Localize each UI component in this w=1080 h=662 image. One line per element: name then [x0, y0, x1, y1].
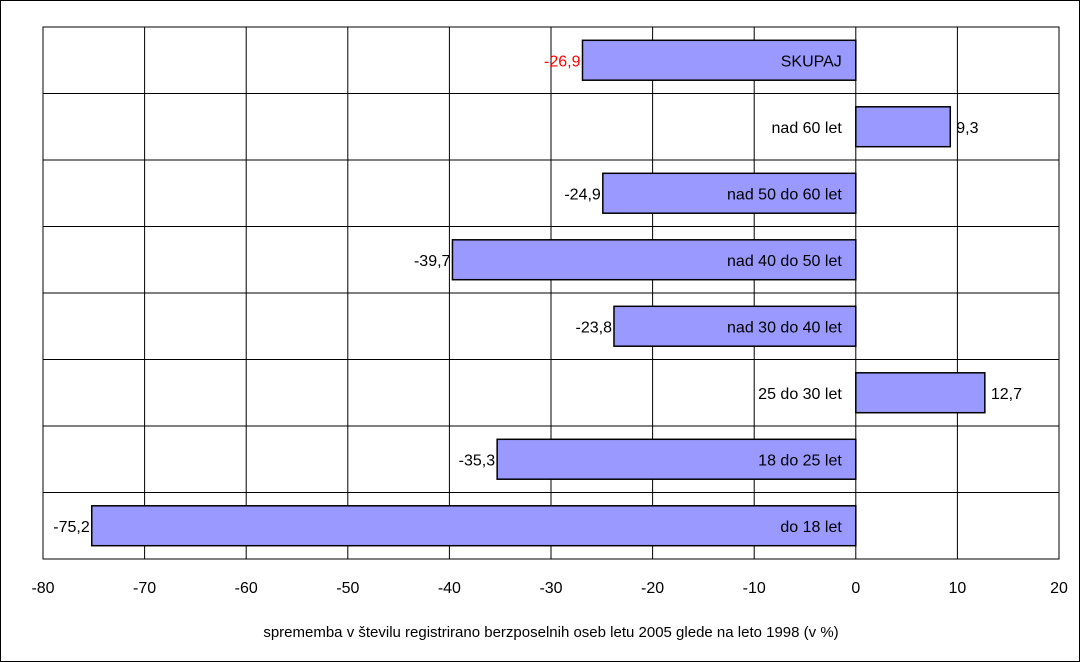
value-label: -35,3 — [459, 452, 496, 469]
x-tick-label: -20 — [641, 580, 664, 597]
x-tick-label: -50 — [336, 580, 359, 597]
category-label: SKUPAJ — [781, 53, 842, 70]
value-label: -23,8 — [576, 319, 613, 336]
x-tick-label: 10 — [949, 580, 967, 597]
x-tick-label: -60 — [235, 580, 258, 597]
category-label: 18 do 25 let — [758, 452, 842, 469]
x-tick-label: 20 — [1050, 580, 1068, 597]
category-label: nad 40 do 50 let — [727, 253, 842, 270]
category-label: nad 30 do 40 let — [727, 319, 842, 336]
plot-area: SKUPAJ nad 60 let nad 50 do 60 let nad 40 d… — [42, 26, 1060, 560]
bar — [581, 39, 857, 81]
value-label: -39,7 — [414, 253, 451, 270]
bar — [613, 305, 857, 347]
x-tick-label: -30 — [539, 580, 562, 597]
category-label: nad 50 do 60 let — [727, 186, 842, 203]
x-tick-label: -40 — [438, 580, 461, 597]
category-labels: SKUPAJ nad 60 let nad 50 do 60 let nad 40 d… — [727, 53, 842, 536]
bar — [451, 239, 857, 281]
category-label: 25 do 30 let — [758, 386, 842, 403]
value-label: 12,7 — [991, 386, 1022, 403]
x-axis: -80 -70 -60 -50 -40 -30 -20 -10 0 10 20 sprememba … — [31, 580, 1068, 641]
x-tick-label: 0 — [851, 580, 860, 597]
bar — [91, 505, 857, 547]
value-label: 9,3 — [956, 120, 978, 137]
bar — [855, 106, 952, 148]
x-tick-label: -70 — [133, 580, 156, 597]
bar — [855, 372, 986, 414]
bar — [602, 172, 857, 214]
value-labels: -26,9 9,3 -24,9 -39,7 -23,8 12,7 -35,3 -75,2 — [53, 53, 1022, 536]
x-tick-label: -80 — [31, 580, 54, 597]
plot-area-border — [42, 26, 1060, 560]
value-label: -24,9 — [564, 186, 601, 203]
bars — [91, 39, 986, 547]
bar — [496, 438, 857, 480]
value-label: -26,9 — [544, 53, 581, 70]
x-tick-labels: -80 -70 -60 -50 -40 -30 -20 -10 0 10 20 — [31, 580, 1068, 597]
category-label: nad 60 let — [772, 120, 843, 137]
value-label: -75,2 — [53, 519, 90, 536]
category-label: do 18 let — [780, 519, 842, 536]
x-axis-label: sprememba v številu registrirano berzpos… — [263, 624, 838, 641]
x-tick-label: -10 — [743, 580, 766, 597]
